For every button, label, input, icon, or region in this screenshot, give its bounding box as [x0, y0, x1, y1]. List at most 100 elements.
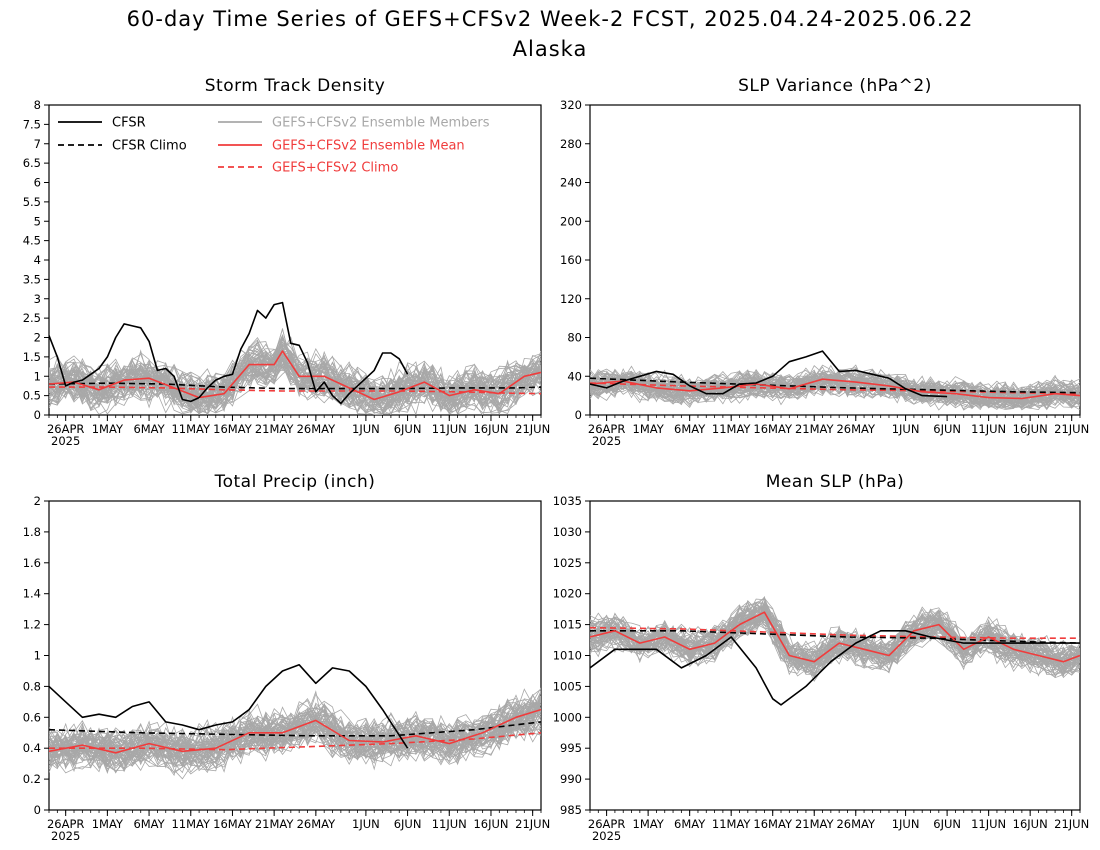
- x-tick-label: 11JUN: [432, 422, 467, 436]
- y-tick-label: 5: [34, 214, 41, 228]
- x-tick-label: 16JUN: [473, 817, 508, 831]
- ensemble-member-line: [590, 608, 1080, 675]
- plot-area: [49, 663, 541, 780]
- series-line-ens-mean: [590, 611, 1080, 663]
- x-tick-label: 11MAY: [171, 817, 211, 831]
- y-tick-label: 4.5: [23, 234, 41, 248]
- series-line-cfsr: [49, 663, 409, 749]
- series-line-ens-mean: [49, 708, 541, 754]
- y-tick-label: 200: [560, 214, 582, 228]
- y-tick-label: 1030: [553, 525, 582, 539]
- x-tick-label: 11MAY: [171, 422, 211, 436]
- y-tick-label: 5.5: [23, 195, 41, 209]
- x-tick-label: 21MAY: [795, 422, 835, 436]
- x-tick-label: 26APR: [47, 817, 84, 831]
- y-tick-label: 1.5: [23, 350, 41, 364]
- ensemble-member-line: [49, 352, 541, 408]
- y-tick-label: 2: [34, 494, 41, 508]
- x-tick-label: 21JUN: [515, 422, 550, 436]
- panel-total-precip: Total Precip (inch) 0 0.2 0.4 0.6 0.8 1 1.2 1.4…: [23, 472, 550, 843]
- x-tick-label: 16MAY: [753, 422, 793, 436]
- y-tick-label: 7.5: [23, 117, 41, 131]
- y-tick-label: 1035: [553, 494, 582, 508]
- ensemble-members: [49, 327, 541, 415]
- series-line-ens-climo: [590, 382, 1080, 395]
- x-tick-label: 1MAY: [92, 422, 124, 436]
- y-tick-label: 0.8: [23, 679, 41, 693]
- ensemble-member-line: [49, 711, 541, 780]
- ensemble-member-line: [49, 702, 541, 768]
- x-tick-label: 21JUN: [1054, 817, 1089, 831]
- legend-label: GEFS+CFSv2 Ensemble Members: [272, 116, 490, 131]
- series-line-cfsr: [590, 629, 1080, 706]
- y-tick-label: 280: [560, 137, 582, 151]
- series-line-ens-climo: [49, 386, 541, 395]
- ensemble-member-line: [49, 691, 541, 768]
- x-tick-label: 21MAY: [255, 422, 295, 436]
- legend-label: GEFS+CFSv2 Climo: [272, 161, 398, 176]
- ensemble-member-line: [49, 697, 541, 768]
- y-tick-label: 1.8: [23, 525, 41, 539]
- series-line-cfsr: [49, 301, 409, 405]
- x-tick-label: 21JUN: [1054, 422, 1089, 436]
- ensemble-member-line: [590, 608, 1080, 674]
- y-tick-label: 1025: [553, 556, 582, 570]
- ensemble-member-line: [590, 603, 1080, 678]
- y-tick-label: 3.5: [23, 272, 41, 286]
- series-line-ens-climo: [590, 626, 1080, 640]
- legend-label: CFSR Climo: [112, 139, 187, 154]
- x-tick-label: 1MAY: [92, 817, 124, 831]
- y-tick-label: 0.2: [23, 772, 41, 786]
- x-tick-label: 1JUN: [892, 817, 920, 831]
- x-tick-label: 11JUN: [432, 817, 467, 831]
- x-tick-label: 11JUN: [971, 817, 1006, 831]
- plot-area: [49, 301, 541, 415]
- y-tick-label: 1010: [553, 649, 582, 663]
- x-year-label: 2025: [51, 829, 80, 843]
- x-tick-label: 11MAY: [712, 422, 752, 436]
- x-year-label: 2025: [51, 434, 80, 448]
- x-tick-label: 6MAY: [674, 422, 706, 436]
- x-tick-label: 16JUN: [1013, 817, 1048, 831]
- y-tick-label: 1.4: [23, 587, 41, 601]
- panel-title: Mean SLP (hPa): [766, 472, 905, 492]
- y-tick-label: 0: [34, 803, 41, 817]
- x-tick-label: 1JUN: [352, 817, 380, 831]
- x-tick-label: 16MAY: [213, 422, 253, 436]
- y-tick-label: 120: [560, 292, 582, 306]
- ensemble-member-line: [590, 369, 1080, 411]
- panel-title: SLP Variance (hPa^2): [738, 76, 932, 96]
- y-tick-label: 1000: [553, 710, 582, 724]
- series-line-cfsr-climo: [49, 382, 541, 390]
- y-tick-label: 1.6: [23, 556, 41, 570]
- plot-area: [590, 350, 1080, 411]
- x-tick-label: 6MAY: [674, 817, 706, 831]
- series-line-cfsr-climo: [590, 377, 1080, 394]
- y-tick-label: 990: [560, 772, 582, 786]
- x-tick-label: 21MAY: [795, 817, 835, 831]
- y-tick-label: 1015: [553, 618, 582, 632]
- x-tick-label: 1JUN: [892, 422, 920, 436]
- x-tick-label: 21MAY: [255, 817, 295, 831]
- y-tick-label: 320: [560, 98, 582, 112]
- ensemble-member-line: [49, 701, 541, 764]
- y-tick-label: 1: [34, 369, 41, 383]
- x-tick-label: 16MAY: [213, 817, 253, 831]
- x-tick-label: 11MAY: [712, 817, 752, 831]
- x-tick-label: 16JUN: [473, 422, 508, 436]
- series-line-ens-mean: [590, 378, 1080, 400]
- x-year-label: 2025: [592, 829, 621, 843]
- x-year-label: 2025: [592, 434, 621, 448]
- x-tick-label: 16JUN: [1013, 422, 1048, 436]
- legend-label: GEFS+CFSv2 Ensemble Mean: [272, 139, 465, 154]
- y-tick-label: 0.6: [23, 710, 41, 724]
- y-tick-label: 6: [34, 176, 41, 190]
- ensemble-member-line: [49, 702, 541, 767]
- x-tick-label: 26MAY: [836, 817, 876, 831]
- x-tick-label: 26MAY: [297, 422, 337, 436]
- x-tick-label: 21JUN: [515, 817, 550, 831]
- ensemble-member-line: [49, 716, 541, 769]
- series-line-cfsr-climo: [49, 721, 541, 737]
- y-tick-label: 1005: [553, 679, 582, 693]
